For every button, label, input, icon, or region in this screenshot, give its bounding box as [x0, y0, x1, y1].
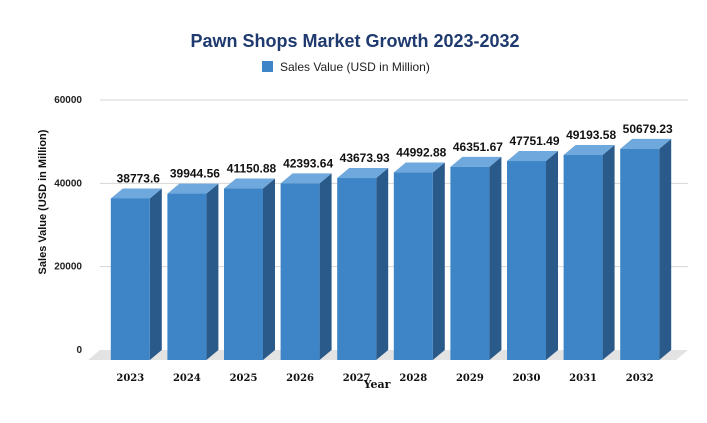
bar-top [507, 151, 558, 162]
bar-side [376, 168, 389, 360]
bar-top [280, 173, 332, 184]
bar-side [432, 162, 445, 360]
bar-side [659, 138, 672, 360]
bar-top [167, 183, 219, 194]
bar-top [110, 188, 162, 199]
bar-side [206, 183, 219, 360]
y-axis-ticks: 0 20000 40000 60000 [54, 95, 82, 356]
bar-side [263, 178, 275, 360]
bar-front [280, 183, 320, 360]
x-tick-label: 2026 [286, 373, 314, 384]
data-label: 47751.49 [509, 134, 559, 148]
bar [110, 188, 162, 360]
y-tick-label: 20000 [54, 262, 82, 273]
data-label: 43673.93 [340, 151, 390, 165]
y-tick-label: 0 [76, 345, 82, 356]
data-label: 44992.88 [396, 146, 446, 160]
bar-front [507, 161, 546, 360]
x-tick-label: 2024 [173, 373, 201, 384]
data-label: 46351.67 [453, 140, 503, 154]
y-axis-label: Sales Value (USD in Million) [37, 129, 49, 274]
x-tick-label: 2030 [513, 373, 541, 384]
bar-front [450, 166, 490, 360]
data-label: 49193.58 [566, 128, 616, 142]
bar-side [489, 156, 502, 360]
legend-swatch [262, 61, 273, 72]
x-tick-label: 2032 [626, 373, 654, 384]
bar-front [393, 172, 433, 360]
bar [224, 178, 275, 360]
x-tick-label: 2025 [230, 373, 258, 384]
x-tick-label: 2028 [399, 373, 427, 384]
bar-front [167, 193, 207, 360]
bars [110, 138, 672, 360]
data-label: 50679.23 [623, 122, 673, 136]
chart-title: Pawn Shops Market Growth 2023-2032 [190, 31, 519, 51]
y-tick-label: 60000 [54, 95, 82, 106]
bar [450, 156, 502, 360]
bar-front [110, 198, 150, 360]
data-labels: 38773.6 39944.56 41150.88 42393.64 43673.93 4… [117, 122, 673, 186]
x-tick-label: 2027 [343, 373, 371, 384]
bar [563, 145, 615, 360]
bar [337, 168, 389, 360]
bar-side [149, 188, 162, 360]
x-axis-label: Year [363, 378, 391, 391]
bar [620, 138, 672, 360]
data-label: 39944.56 [170, 167, 220, 181]
data-label: 42393.64 [283, 156, 333, 170]
legend: Sales Value (USD in Million) [262, 60, 430, 74]
bar-top [450, 156, 502, 167]
y-tick-label: 40000 [54, 178, 82, 189]
data-label: 41150.88 [227, 162, 277, 176]
x-tick-label: 2031 [569, 373, 597, 384]
bar-front [224, 188, 263, 360]
data-label: 38773.6 [117, 171, 161, 185]
bar-front [620, 148, 660, 360]
bar-top [563, 145, 615, 156]
bar-front [337, 178, 377, 360]
bar-side [546, 151, 558, 360]
bar [280, 173, 332, 360]
x-axis-ticks: 2023 2024 2025 2026 2027 2028 2029 2030 2031 2032 [116, 373, 653, 384]
bar-top [224, 178, 275, 189]
bar-top [620, 138, 672, 149]
bar-front [563, 155, 603, 360]
bar [393, 162, 445, 360]
x-tick-label: 2023 [116, 373, 144, 384]
bar-side [602, 145, 615, 360]
bar [167, 183, 219, 360]
bar-top [393, 162, 445, 173]
bar [507, 151, 558, 360]
bar-top [337, 168, 389, 179]
x-tick-label: 2029 [456, 373, 484, 384]
legend-label: Sales Value (USD in Million) [280, 60, 430, 74]
bar-side [319, 173, 332, 360]
